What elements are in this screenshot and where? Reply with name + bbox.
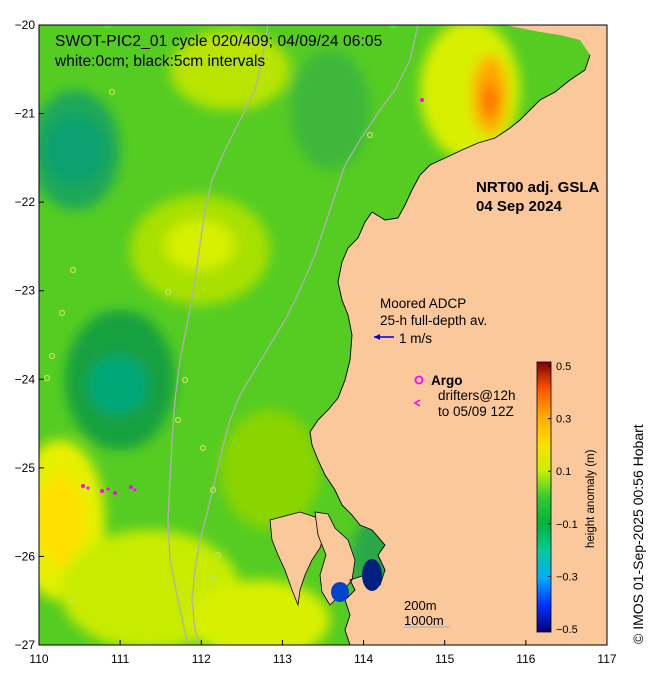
bay-low-anomaly-west: [331, 582, 349, 602]
copyright-credit: © IMOS 01-Sep-2025 00:56 Hobart: [630, 424, 646, 644]
y-tick-label: −27: [15, 638, 36, 652]
y-tick-label: −23: [15, 284, 36, 298]
y-tick-label: −25: [15, 461, 36, 475]
colorbar: [536, 361, 552, 633]
y-tick-label: −21: [15, 107, 36, 121]
adcp-vector-label: 1 m/s: [399, 331, 433, 346]
x-tick-label: 115: [435, 652, 454, 666]
isobath-legend-1000m: 1000m: [404, 613, 444, 628]
colorbar-tick-label: −0.5: [556, 624, 578, 636]
x-tick-label: 110: [29, 652, 48, 666]
x-tick-label: 112: [192, 652, 211, 666]
y-tick-label: −24: [15, 372, 36, 386]
bay-low-anomaly: [362, 559, 382, 591]
map-title-line2: white:0cm; black:5cm intervals: [55, 53, 266, 70]
product-date: 04 Sep 2024: [476, 198, 562, 215]
land-mass: [310, 25, 607, 645]
y-tick-label: −22: [15, 195, 36, 209]
anomaly-field: [39, 25, 520, 645]
colorbar-label: height anomaly (m): [585, 449, 597, 548]
isobath-1000m: [167, 25, 269, 645]
argo-legend-label: Argo: [431, 373, 463, 388]
drifter-marker-legend: [413, 399, 421, 407]
colorbar-ticks: 0.5 0.3 0.1 −0.1 −0.3 −0.5: [548, 361, 578, 636]
colorbar-tick-label: −0.3: [556, 571, 578, 583]
drifter-legend-line2: to 05/09 12Z: [438, 404, 514, 419]
x-axis: 110 111 112 113 114 115 116 117: [29, 640, 617, 666]
plot-frame: [38, 24, 608, 646]
coastline: [309, 211, 386, 645]
top-markers: [103, 25, 397, 29]
map-title-line1: SWOT-PIC2_01 cycle 020/409; 04/09/24 06:…: [55, 33, 383, 50]
colorbar-tick-label: 0.5: [556, 361, 571, 373]
isobath-legend-200m: 200m: [404, 598, 437, 613]
coastline-north: [371, 54, 591, 221]
argo-floats: [43, 88, 374, 604]
drifters: [81, 98, 424, 495]
argo-marker-legend: [414, 375, 424, 385]
x-tick-label: 114: [354, 652, 373, 666]
y-axis: −20 −21 −22 −23 −24 −25 −26 −27: [15, 18, 44, 652]
product-name: NRT00 adj. GSLA: [476, 179, 600, 196]
plot-area: [39, 25, 607, 645]
adcp-legend-title: Moored ADCP: [380, 296, 467, 311]
adcp-legend-subtitle: 25-h full-depth av.: [380, 313, 488, 328]
isobath-200m: [191, 25, 419, 645]
y-tick-label: −20: [15, 18, 36, 32]
colorbar-tick-label: 0.3: [556, 414, 571, 426]
y-tick-label: −26: [15, 549, 36, 563]
x-tick-label: 116: [516, 652, 535, 666]
x-tick-label: 111: [111, 652, 130, 666]
x-tick-label: 117: [597, 652, 616, 666]
x-tick-label: 113: [273, 652, 292, 666]
drifter-legend-line1: drifters@12h: [438, 388, 516, 403]
adcp-vector-legend: [374, 334, 394, 340]
colorbar-tick-label: 0.1: [556, 466, 571, 478]
colorbar-tick-label: −0.1: [556, 519, 578, 531]
